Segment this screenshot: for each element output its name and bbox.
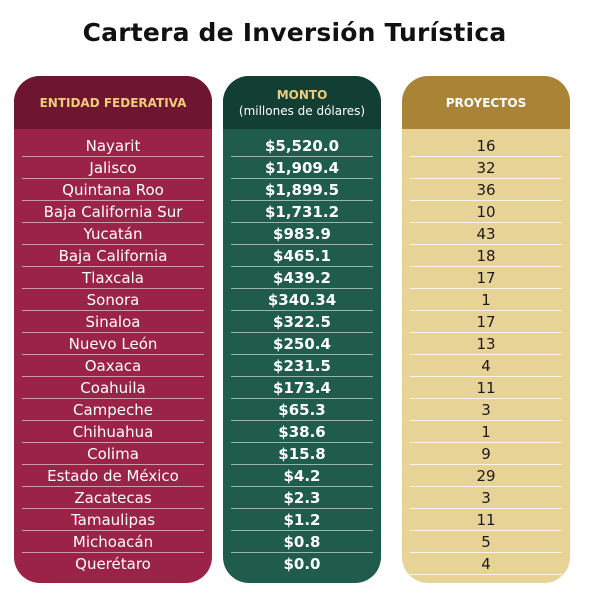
entidad-cell: Tlaxcala xyxy=(22,267,204,289)
entidad-header-label: ENTIDAD FEDERATIVA xyxy=(39,95,187,110)
monto-cell: $38.6 xyxy=(231,421,373,443)
monto-rows: $5,520.0 $1,909.4 $1,899.5 $1,731.2 $983.9 $4… xyxy=(223,135,381,575)
proyectos-cell: 10 xyxy=(410,201,562,223)
monto-cell: $1,909.4 xyxy=(231,157,373,179)
monto-cell: $0.8 xyxy=(231,531,373,553)
entidad-cell: Nuevo León xyxy=(22,333,204,355)
entidad-cell: Colima xyxy=(22,443,204,465)
monto-cell: $1,731.2 xyxy=(231,201,373,223)
proyectos-cell: 5 xyxy=(410,531,562,553)
monto-cell: $983.9 xyxy=(231,223,373,245)
proyectos-cell: 11 xyxy=(410,377,562,399)
proyectos-cell: 16 xyxy=(410,135,562,157)
monto-cell: $2.3 xyxy=(231,487,373,509)
monto-cell: $465.1 xyxy=(231,245,373,267)
entidad-cell: Estado de México xyxy=(22,465,204,487)
proyectos-cell: 43 xyxy=(410,223,562,245)
proyectos-cell: 36 xyxy=(410,179,562,201)
monto-cell: $250.4 xyxy=(231,333,373,355)
monto-cell: $15.8 xyxy=(231,443,373,465)
proyectos-header-label: PROYECTOS xyxy=(445,95,527,110)
monto-cell: $1,899.5 xyxy=(231,179,373,201)
proyectos-cell: 3 xyxy=(410,487,562,509)
entidad-cell: Nayarit xyxy=(22,135,204,157)
monto-cell: $231.5 xyxy=(231,355,373,377)
entidad-cell: Michoacán xyxy=(22,531,204,553)
proyectos-cell: 29 xyxy=(410,465,562,487)
proyectos-cell: 17 xyxy=(410,311,562,333)
monto-cell: $439.2 xyxy=(231,267,373,289)
entidad-rows: Nayarit Jalisco Quintana Roo Baja Californi… xyxy=(14,135,212,575)
entidad-cell: Coahuila xyxy=(22,377,204,399)
proyectos-header: PROYECTOS xyxy=(402,76,570,129)
proyectos-cell: 11 xyxy=(410,509,562,531)
monto-cell: $65.3 xyxy=(231,399,373,421)
entidad-header: ENTIDAD FEDERATIVA xyxy=(14,76,212,129)
entidad-cell: Jalisco xyxy=(22,157,204,179)
proyectos-cell: 18 xyxy=(410,245,562,267)
monto-header: MONTO (millones de dólares) xyxy=(223,76,381,129)
proyectos-cell: 4 xyxy=(410,553,562,575)
proyectos-cell: 9 xyxy=(410,443,562,465)
entidad-cell: Quintana Roo xyxy=(22,179,204,201)
monto-column: MONTO (millones de dólares) $5,520.0 $1,9… xyxy=(223,76,381,583)
monto-header-unit: (millones de dólares) xyxy=(238,103,366,118)
proyectos-cell: 17 xyxy=(410,267,562,289)
entidad-cell: Tamaulipas xyxy=(22,509,204,531)
proyectos-cell: 4 xyxy=(410,355,562,377)
monto-cell: $173.4 xyxy=(231,377,373,399)
monto-cell: $0.0 xyxy=(283,555,321,573)
proyectos-cell: 3 xyxy=(410,399,562,421)
proyectos-cell: 13 xyxy=(410,333,562,355)
entidad-cell: Yucatán xyxy=(22,223,204,245)
monto-header-label: MONTO xyxy=(276,87,328,102)
entidad-cell: Querétaro xyxy=(75,555,151,573)
monto-cell: $5,520.0 xyxy=(231,135,373,157)
entidad-cell: Baja California Sur xyxy=(22,201,204,223)
entidad-cell: Sonora xyxy=(22,289,204,311)
entidad-cell: Chihuahua xyxy=(22,421,204,443)
entidad-cell: Baja California xyxy=(22,245,204,267)
entidad-column: ENTIDAD FEDERATIVA Nayarit Jalisco Quintan… xyxy=(14,76,212,583)
monto-cell: $1.2 xyxy=(231,509,373,531)
proyectos-cell: 32 xyxy=(410,157,562,179)
chart-title: Cartera de Inversión Turística xyxy=(82,18,507,47)
entidad-cell: Zacatecas xyxy=(22,487,204,509)
monto-cell: $322.5 xyxy=(231,311,373,333)
proyectos-cell: 1 xyxy=(410,421,562,443)
proyectos-rows: 16 32 36 10 43 18 17 1 17 13 4 11 3 1 9 29 3 11 5 4 xyxy=(402,135,570,575)
entidad-cell: Campeche xyxy=(22,399,204,421)
monto-cell: $4.2 xyxy=(231,465,373,487)
proyectos-cell: 1 xyxy=(410,289,562,311)
entidad-cell: Sinaloa xyxy=(22,311,204,333)
monto-cell: $340.34 xyxy=(231,289,373,311)
proyectos-column: PROYECTOS 16 32 36 10 43 18 17 1 17 13 4 11 3 1 9 29 3 11… xyxy=(402,76,570,583)
entidad-cell: Oaxaca xyxy=(22,355,204,377)
